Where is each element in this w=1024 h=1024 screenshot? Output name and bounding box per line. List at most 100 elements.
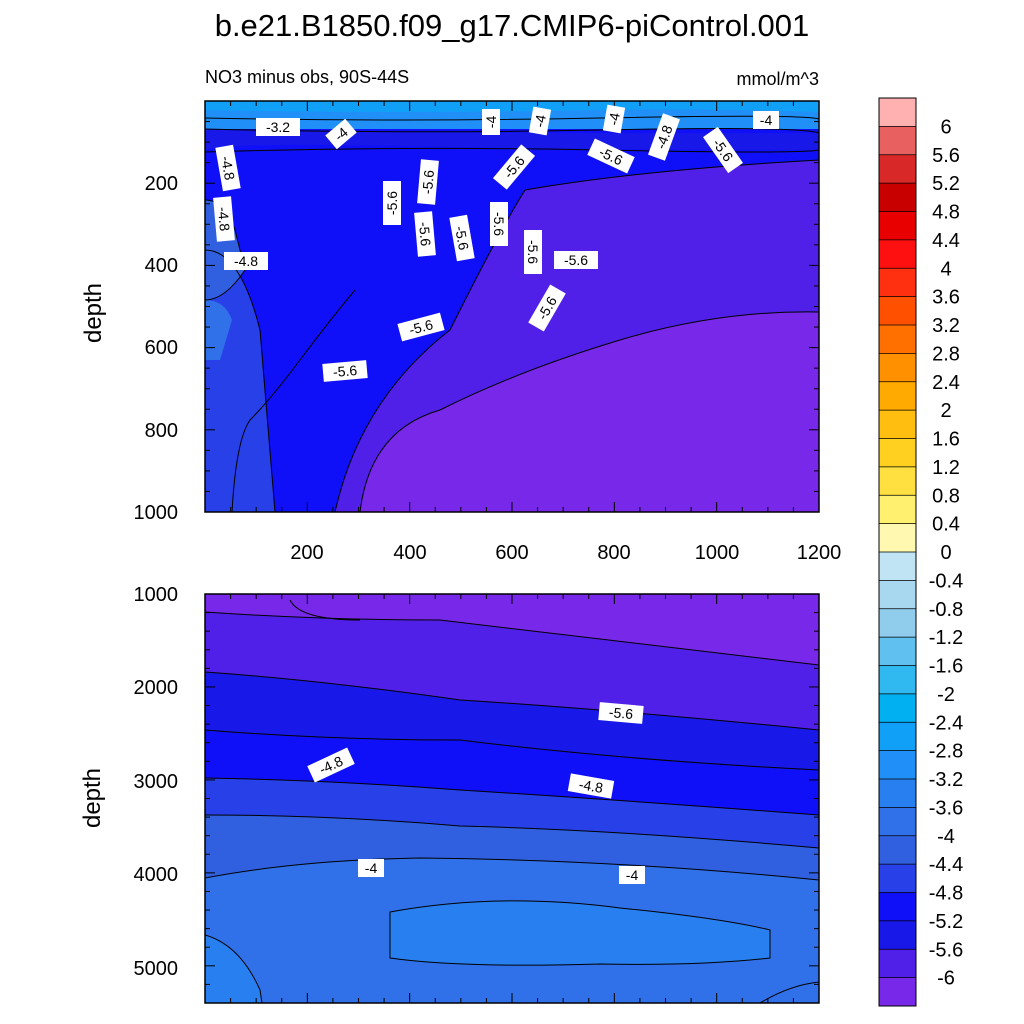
upper-contour-labels: -3.2 -4 -4 -4 -4 -4 -4.8 -4.8 -4.8 -4.8 -5.6 -5.6 -5… xyxy=(213,104,779,382)
colorbar-swatch xyxy=(879,268,916,298)
y-tick-label: 400 xyxy=(145,255,178,277)
contour-label: -4 xyxy=(528,106,552,136)
contour-label: -4.8 xyxy=(567,773,615,799)
colorbar-swatch xyxy=(879,892,916,922)
y-tick-label: 5000 xyxy=(134,958,179,980)
colorbar-tick-label: 2 xyxy=(940,400,951,422)
contour-label: -5.6 xyxy=(598,702,644,724)
contour-label: -5.6 xyxy=(554,251,598,269)
colorbar-tick-label: -3.6 xyxy=(929,797,963,819)
svg-text:-4: -4 xyxy=(531,113,549,128)
colorbar-tick-label: 2.4 xyxy=(932,372,960,394)
colorbar-swatch xyxy=(879,580,916,610)
colorbar-swatch xyxy=(879,693,916,723)
svg-text:-4: -4 xyxy=(626,867,639,883)
colorbar-swatch xyxy=(879,523,916,553)
contour-label: -4 xyxy=(602,104,626,134)
colorbar-tick-label: -3.2 xyxy=(929,769,963,791)
svg-text:-4: -4 xyxy=(365,860,378,876)
colorbar-swatch xyxy=(879,637,916,666)
x-tick-label: 1000 xyxy=(695,542,740,564)
colorbar-swatch xyxy=(879,410,916,439)
colorbar-tick-label: -1.6 xyxy=(929,656,963,678)
y-tick-label: 200 xyxy=(145,173,178,195)
upper-panel: 200 400 600 800 1000 200 400 600 800 100… xyxy=(80,100,842,564)
y-tick-label: 600 xyxy=(145,337,178,359)
x-tick-label: 800 xyxy=(597,542,630,564)
colorbar-swatch xyxy=(879,722,916,752)
y-tick-label: 4000 xyxy=(134,864,179,886)
contour-label: -4 xyxy=(753,111,779,129)
colorbar-tick-label: -4.8 xyxy=(929,883,963,905)
colorbar-tick-label: -6 xyxy=(937,968,955,990)
colorbar-frame xyxy=(878,97,917,1007)
lower-axis-ticks xyxy=(204,593,820,1004)
colorbar-swatch xyxy=(879,977,916,1007)
colorbar-swatch xyxy=(879,807,916,837)
svg-text:-5.6: -5.6 xyxy=(407,316,435,338)
colorbar-swatch xyxy=(879,665,916,695)
contour-label: -5.6 xyxy=(449,214,475,262)
colorbar-swatch xyxy=(879,949,916,979)
lower-y-axis-label: depth xyxy=(79,768,106,828)
svg-text:-5.6: -5.6 xyxy=(419,169,437,195)
colorbar-tick-label: 1.2 xyxy=(932,457,960,479)
colorbar-swatch xyxy=(879,98,916,127)
svg-text:-5.6: -5.6 xyxy=(416,221,434,247)
colorbar-tick-label: 4.4 xyxy=(932,230,960,252)
lower-contour-labels: -5.6-4.8-4.8-4 -4 xyxy=(307,702,645,884)
figure-title: b.e21.B1850.f09_g17.CMIP6-piControl.001 xyxy=(215,8,810,43)
contour-label: -4.8 xyxy=(648,113,680,161)
colorbar-swatch xyxy=(879,211,916,241)
colorbar-tick-label: 5.6 xyxy=(932,145,960,167)
svg-text:-4.8: -4.8 xyxy=(234,253,258,269)
contour-label: -4.8 xyxy=(224,252,268,270)
colorbar-tick-label: 4 xyxy=(940,258,951,280)
svg-text:-3.2: -3.2 xyxy=(266,119,290,135)
colorbar-swatch xyxy=(879,608,916,638)
colorbar-tick-label: 0.8 xyxy=(932,485,960,507)
panel-subtitle: NO3 minus obs, 90S-44S xyxy=(205,67,409,87)
contour-label: -4 xyxy=(358,859,384,877)
upper-axis-ticks xyxy=(204,100,820,513)
colorbar-swatch xyxy=(879,864,916,893)
contour-label: -5.6 xyxy=(397,312,445,342)
y-tick-label: 2000 xyxy=(134,677,179,699)
lower-panel: 1000 2000 3000 4000 5000 depth -5.6 -4.8 -… xyxy=(79,584,820,1004)
contour-label: -5.6 xyxy=(414,211,436,257)
colorbar-tick-label: 3.2 xyxy=(932,315,960,337)
units-label: mmol/m^3 xyxy=(737,69,819,89)
colorbar-swatch xyxy=(879,495,916,525)
svg-text:-5.6: -5.6 xyxy=(608,704,634,722)
colorbar-tick-label: -0.4 xyxy=(929,570,963,592)
colorbar-swatch xyxy=(879,466,916,496)
colorbar-tick-label: -2.8 xyxy=(929,741,963,763)
colorbar-tick-label: -2.4 xyxy=(929,712,963,734)
colorbar-swatch xyxy=(879,325,916,354)
colorbar-tick-label: -0.8 xyxy=(929,599,963,621)
contour-label: -4.8 xyxy=(213,196,235,242)
colorbar-swatch xyxy=(879,154,916,184)
colorbar-tick-label: -5.2 xyxy=(929,911,963,933)
svg-text:-4.8: -4.8 xyxy=(218,155,238,182)
colorbar-tick-label: -5.6 xyxy=(929,939,963,961)
colorbar-swatch xyxy=(879,353,916,383)
colorbar-tick-label: 6 xyxy=(940,116,951,138)
svg-text:-5.6: -5.6 xyxy=(491,212,507,236)
colorbar-tick-label: 2.8 xyxy=(932,343,960,365)
y-tick-label: 800 xyxy=(145,420,178,442)
colorbar-tick-label: -4 xyxy=(937,826,955,848)
colorbar: 6 5.6 5.2 4.8 4.4 4 3.6 3.2 2.8 2.4 2 1.6 1.2 0.8 0.4 0… xyxy=(878,97,963,1007)
contour-label: -5.6 xyxy=(524,230,542,274)
svg-text:-4.8: -4.8 xyxy=(652,123,675,151)
colorbar-swatch xyxy=(879,438,916,468)
upper-y-axis-label: depth xyxy=(80,283,107,343)
contour-label: -4 xyxy=(325,118,357,150)
svg-text:-5.6: -5.6 xyxy=(452,225,472,252)
x-tick-label: 1200 xyxy=(797,542,842,564)
svg-text:-4.8: -4.8 xyxy=(215,206,233,232)
colorbar-swatch xyxy=(879,381,916,411)
colorbar-tick-label: -1.2 xyxy=(929,627,963,649)
colorbar-tick-label: -4.4 xyxy=(929,854,963,876)
